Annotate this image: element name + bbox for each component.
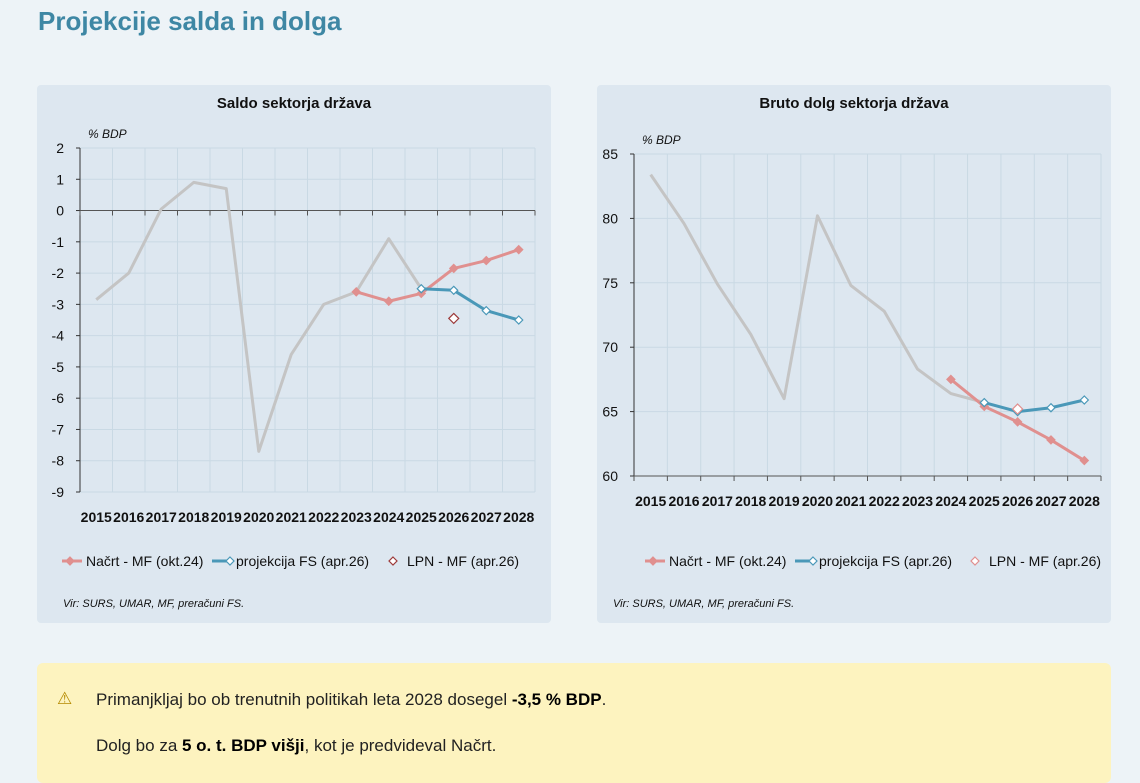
y-tick-label: 75 bbox=[602, 275, 618, 291]
y-tick-label: -9 bbox=[52, 484, 65, 500]
x-tick-label: 2015 bbox=[81, 509, 112, 525]
series-line-2 bbox=[421, 287, 520, 322]
y-tick-label: -1 bbox=[52, 234, 65, 250]
x-tick-label: 2016 bbox=[668, 493, 699, 509]
x-tick-label: 2018 bbox=[735, 493, 766, 509]
series-line-2 bbox=[983, 398, 1085, 414]
y-tick-label: 0 bbox=[56, 203, 64, 219]
page-title: Projekcije salda in dolga bbox=[38, 6, 342, 36]
data-point bbox=[946, 374, 956, 385]
chart-source: Vir: SURS, UMAR, MF, preračuni FS. bbox=[613, 598, 794, 610]
x-tick-label: 2027 bbox=[471, 509, 502, 525]
legend-marker bbox=[970, 556, 980, 566]
deficit-chart: Saldo sektorja država % BDP 2 1 0 -1 -2 -3 -4 -5 -… bbox=[52, 95, 536, 610]
chart-title: Bruto dolg sektorja država bbox=[759, 95, 949, 112]
data-point bbox=[513, 315, 524, 325]
data-point bbox=[513, 244, 524, 255]
x-tick-label: 2015 bbox=[635, 493, 666, 509]
x-tick-label: 2024 bbox=[373, 509, 404, 525]
alert-line-2: Dolg bo za 5 o. t. BDP višji, kot je pre… bbox=[96, 736, 497, 755]
y-tick-label: 60 bbox=[602, 468, 618, 484]
x-tick-label: 2025 bbox=[406, 509, 437, 525]
y-tick-label: 2 bbox=[56, 140, 64, 156]
data-point bbox=[481, 305, 492, 316]
data-point bbox=[1079, 395, 1090, 405]
x-tick-label: 2017 bbox=[146, 509, 177, 525]
series-line-0 bbox=[95, 180, 423, 453]
data-point bbox=[448, 263, 459, 274]
y-tick-label: -6 bbox=[52, 390, 65, 406]
x-tick-label: 2022 bbox=[308, 509, 339, 525]
x-tick-label: 2028 bbox=[503, 509, 534, 525]
y-axis-unit: % BDP bbox=[88, 127, 127, 141]
chart-title: Saldo sektorja država bbox=[217, 95, 372, 112]
x-tick-label: 2017 bbox=[702, 493, 733, 509]
y-tick-label: -4 bbox=[52, 328, 65, 344]
x-tick-label: 2018 bbox=[178, 509, 209, 525]
legend-marker bbox=[225, 556, 235, 566]
x-tick-label: 2023 bbox=[902, 493, 933, 509]
alert-box: ⚠ Primanjkljaj bo ob trenutnih politikah… bbox=[37, 663, 1111, 783]
data-point bbox=[383, 296, 394, 307]
legend-marker bbox=[388, 556, 398, 566]
x-tick-label: 2019 bbox=[769, 493, 800, 509]
legend-label: Načrt - MF (okt.24) bbox=[669, 553, 786, 569]
x-tick-label: 2024 bbox=[935, 493, 966, 509]
data-point bbox=[351, 287, 362, 297]
x-tick-label: 2021 bbox=[276, 509, 307, 525]
legend-label: LPN - MF (apr.26) bbox=[407, 553, 519, 569]
y-tick-label: -7 bbox=[52, 421, 65, 437]
data-point bbox=[481, 255, 492, 266]
y-axis-unit: % BDP bbox=[642, 133, 681, 147]
legend-label: projekcija FS (apr.26) bbox=[819, 553, 952, 569]
x-tick-label: 2020 bbox=[243, 509, 274, 525]
y-tick-label: 80 bbox=[602, 210, 618, 226]
x-tick-label: 2021 bbox=[835, 493, 866, 509]
data-point bbox=[979, 397, 990, 408]
x-tick-label: 2027 bbox=[1035, 493, 1066, 509]
y-tick-label: -3 bbox=[52, 296, 65, 312]
data-point bbox=[416, 283, 427, 294]
y-tick-label: -2 bbox=[52, 265, 65, 281]
legend-marker bbox=[808, 556, 818, 566]
y-tick-label: 85 bbox=[602, 146, 618, 162]
x-tick-label: 2019 bbox=[211, 509, 242, 525]
y-tick-label: 65 bbox=[602, 404, 618, 420]
data-point bbox=[447, 312, 460, 325]
x-tick-label: 2028 bbox=[1069, 493, 1100, 509]
chart-panel-deficit: Saldo sektorja država % BDP 2 1 0 -1 -2 -3 -4 -5 -… bbox=[37, 85, 551, 623]
x-tick-label: 2025 bbox=[969, 493, 1000, 509]
y-tick-label: 1 bbox=[56, 171, 64, 187]
chart-panel-debt: Bruto dolg sektorja država % BDP 85 80 75 70 6… bbox=[597, 85, 1111, 623]
x-tick-label: 2016 bbox=[113, 509, 144, 525]
y-tick-label: -5 bbox=[52, 359, 65, 375]
data-point bbox=[1046, 402, 1056, 413]
legend-marker bbox=[648, 556, 658, 566]
data-point bbox=[448, 285, 459, 296]
debt-chart: Bruto dolg sektorja država % BDP 85 80 75 70 6… bbox=[602, 95, 1102, 610]
x-tick-label: 2020 bbox=[802, 493, 833, 509]
warning-icon: ⚠ bbox=[57, 689, 73, 708]
series-line-1 bbox=[355, 248, 520, 303]
x-tick-label: 2022 bbox=[869, 493, 900, 509]
y-tick-label: -8 bbox=[52, 453, 65, 469]
legend-label: Načrt - MF (okt.24) bbox=[86, 553, 203, 569]
data-point bbox=[1079, 455, 1090, 466]
data-point bbox=[1012, 417, 1023, 427]
data-point bbox=[1046, 435, 1056, 445]
legend-marker bbox=[65, 556, 75, 566]
data-point bbox=[1011, 403, 1024, 415]
alert-line-1: Primanjkljaj bo ob trenutnih politikah l… bbox=[96, 690, 607, 709]
x-tick-label: 2023 bbox=[341, 509, 372, 525]
series-line-0 bbox=[649, 173, 985, 405]
x-tick-label: 2026 bbox=[1002, 493, 1033, 509]
x-tick-label: 2026 bbox=[438, 509, 469, 525]
legend-label: projekcija FS (apr.26) bbox=[236, 553, 369, 569]
chart-source: Vir: SURS, UMAR, MF, preračuni FS. bbox=[63, 598, 244, 610]
y-tick-label: 70 bbox=[602, 339, 618, 355]
legend-label: LPN - MF (apr.26) bbox=[989, 553, 1101, 569]
